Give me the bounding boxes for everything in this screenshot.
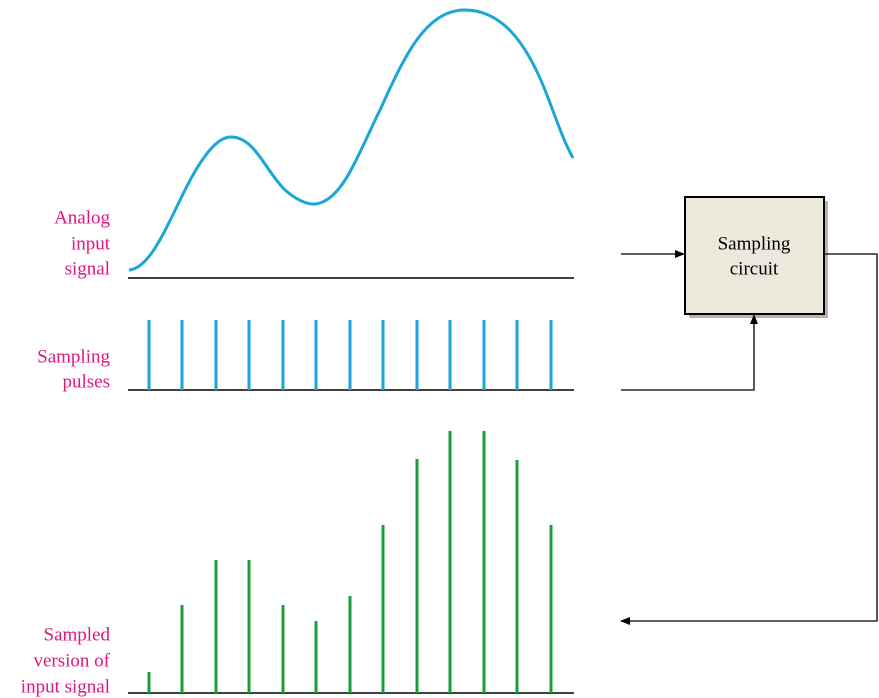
label: signal [65, 258, 110, 279]
pulses [147, 320, 553, 390]
analog-curve [128, 8, 575, 272]
arrow-clock [621, 314, 758, 391]
label: pulses [63, 371, 111, 392]
label: Analog [54, 207, 110, 228]
block-label: Sampling [718, 233, 791, 254]
label: input [71, 233, 111, 254]
label: Sampling [37, 346, 110, 367]
samples [147, 431, 553, 693]
arrow-out [620, 253, 878, 625]
connectors [620, 250, 878, 625]
label: input signal [21, 676, 110, 697]
label: Sampled [44, 624, 111, 645]
sampling-block [684, 196, 825, 315]
block-label: circuit [730, 258, 779, 279]
label: version of [33, 650, 110, 671]
